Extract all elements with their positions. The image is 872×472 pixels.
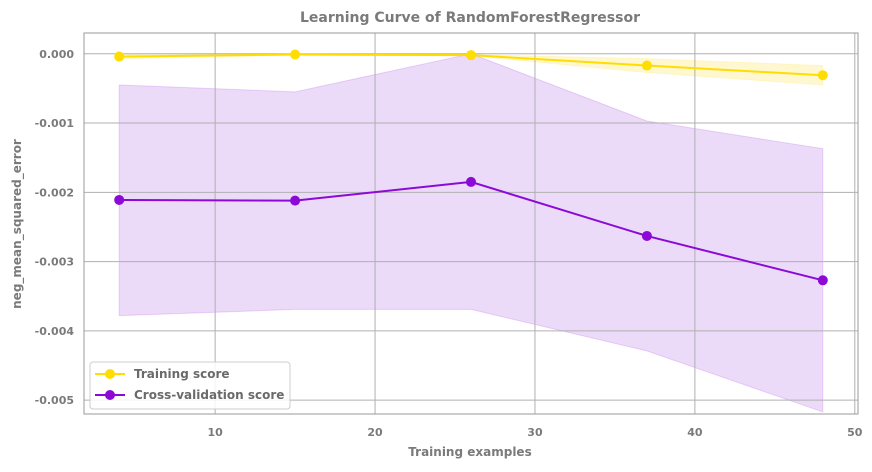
data-point [290, 49, 301, 60]
confidence-bands [118, 53, 824, 413]
legend-marker [105, 390, 115, 400]
x-axis-ticks: 10 20 30 40 50 [207, 426, 862, 439]
data-point [290, 195, 301, 206]
x-tick-label: 20 [367, 426, 383, 439]
x-tick-label: 40 [687, 426, 703, 439]
legend-box [89, 361, 291, 410]
y-tick-label: -0.004 [35, 325, 75, 338]
data-point [641, 230, 652, 241]
data-point [641, 60, 652, 71]
legend-label: Training score [134, 367, 230, 381]
data-point [114, 51, 125, 62]
x-axis-label: Training examples [408, 445, 531, 459]
confidence-band-1 [118, 53, 824, 413]
legend: Training score Cross-validation score [89, 361, 291, 410]
legend-marker [105, 369, 115, 379]
x-tick-label: 50 [847, 426, 863, 439]
series-points [114, 49, 828, 286]
legend-label: Cross-validation score [134, 388, 284, 402]
data-point [466, 50, 476, 61]
y-tick-label: -0.002 [35, 186, 74, 199]
data-point [817, 275, 828, 286]
y-tick-label: -0.001 [35, 117, 74, 130]
y-tick-label: 0.000 [39, 48, 74, 61]
data-point [114, 194, 125, 205]
chart-title: Learning Curve of RandomForestRegressor [300, 10, 640, 26]
y-tick-label: -0.005 [35, 394, 74, 407]
data-point [817, 70, 828, 81]
x-tick-label: 30 [527, 426, 543, 439]
y-axis-label: neg_mean_squared_error [10, 139, 25, 309]
plot-frame [83, 32, 859, 415]
y-tick-label: -0.003 [35, 256, 74, 269]
x-tick-label: 10 [207, 426, 223, 439]
y-axis-ticks: 0.000 -0.001 -0.002 -0.003 -0.004 -0.005 [35, 48, 75, 407]
data-point [466, 176, 476, 187]
grid-lines [84, 33, 858, 414]
